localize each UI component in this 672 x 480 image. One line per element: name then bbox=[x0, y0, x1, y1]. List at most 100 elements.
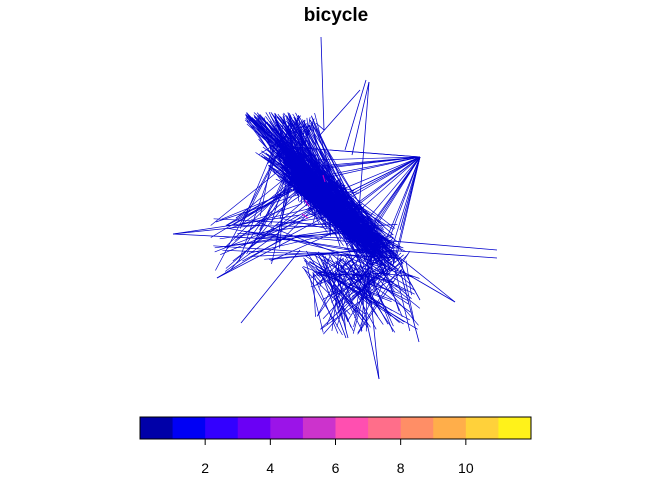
trajectory-segment bbox=[390, 156, 421, 236]
trajectory-segment bbox=[320, 36, 325, 131]
trajectory-segment bbox=[362, 156, 421, 244]
color-legend: 2 4 6 8 10 bbox=[139, 416, 532, 476]
colorbar-swatch bbox=[140, 417, 174, 439]
trajectory-segment bbox=[172, 233, 291, 241]
trajectory-segment bbox=[235, 177, 287, 219]
trajectory-segment bbox=[363, 258, 420, 279]
trajectory-segment bbox=[310, 115, 362, 223]
trajectory-segment bbox=[214, 227, 378, 249]
colorbar-tick-label: 2 bbox=[201, 460, 209, 476]
colorbar-tick-label: 8 bbox=[397, 460, 405, 476]
trajectory-segment bbox=[248, 226, 363, 254]
colorbar-swatch bbox=[335, 417, 369, 439]
trajectory-segment bbox=[352, 271, 411, 313]
colorbar-tick-label: 10 bbox=[458, 460, 474, 476]
trajectory-segment bbox=[310, 122, 347, 228]
trajectory-segment bbox=[375, 261, 380, 265]
trajectory-segment bbox=[399, 156, 421, 231]
colorbar-swatch bbox=[205, 417, 239, 439]
trajectory-segment bbox=[226, 227, 395, 259]
trajectory-segment bbox=[311, 257, 345, 279]
trajectory-segment bbox=[260, 234, 381, 254]
trajectory-segment bbox=[331, 156, 421, 205]
trajectory-segment bbox=[312, 156, 421, 179]
trajectory-segment bbox=[322, 174, 326, 183]
trajectory-segment bbox=[301, 156, 421, 161]
trajectory-segment bbox=[245, 115, 284, 158]
trajectory-segment bbox=[344, 79, 367, 151]
trajectory-segment bbox=[301, 213, 309, 219]
trajectory-segment bbox=[386, 156, 421, 265]
trajectory-segment bbox=[347, 274, 378, 322]
trajectory-segment bbox=[337, 265, 394, 304]
trajectory-segment bbox=[357, 268, 403, 335]
colorbar-swatch bbox=[270, 417, 304, 439]
trajectory-segment bbox=[346, 268, 383, 281]
trajectory-segment bbox=[344, 254, 372, 304]
colorbar-tick-label: 4 bbox=[266, 460, 274, 476]
trajectory-segment bbox=[330, 156, 421, 224]
trajectory-segment bbox=[279, 115, 285, 144]
colorbar-swatch bbox=[172, 417, 206, 439]
trajectory-segment bbox=[304, 199, 310, 207]
trajectory-segment bbox=[392, 245, 395, 265]
trajectory-segment bbox=[240, 249, 301, 324]
trajectory-segment bbox=[341, 156, 421, 227]
trajectory-segment bbox=[270, 146, 296, 226]
colorbar-tick-label: 6 bbox=[332, 460, 340, 476]
trajectory-segment bbox=[322, 254, 340, 316]
trajectory-segment bbox=[235, 180, 305, 219]
trajectory-segment bbox=[319, 269, 347, 339]
trajectory-segment bbox=[303, 125, 346, 210]
trajectory-segment bbox=[324, 255, 363, 331]
trajectory-segment bbox=[372, 271, 419, 326]
trajectory-segment bbox=[278, 123, 296, 161]
trajectory-segment bbox=[337, 270, 362, 286]
trajectory-segment bbox=[301, 120, 306, 151]
trajectory-segment bbox=[304, 269, 343, 336]
trajectory-segment bbox=[344, 156, 421, 216]
colorbar-swatch bbox=[237, 417, 271, 439]
trajectory-segment bbox=[359, 269, 407, 292]
trajectory-segment bbox=[296, 156, 421, 173]
trajectory-segment bbox=[392, 156, 421, 268]
trajectory-segment bbox=[319, 89, 361, 136]
trajectory-segment bbox=[309, 119, 393, 259]
trajectory-segment bbox=[308, 124, 383, 239]
trajectory-segment bbox=[353, 255, 421, 309]
trajectory-segment bbox=[255, 231, 371, 239]
trajectory-segment bbox=[215, 181, 337, 223]
trajectory-segment bbox=[225, 224, 363, 228]
trajectory-segment bbox=[313, 254, 374, 291]
trajectory-segment bbox=[358, 81, 370, 211]
trajectory-segment bbox=[330, 254, 342, 295]
trajectory-segment bbox=[377, 257, 403, 318]
trajectory-segment bbox=[377, 262, 396, 293]
trajectory-segment bbox=[210, 154, 299, 226]
trajectory-segment bbox=[280, 116, 331, 184]
trajectory-segment bbox=[268, 250, 359, 261]
trajectory-segment bbox=[172, 224, 261, 235]
trajectory-segment bbox=[227, 184, 306, 226]
trajectory-segment bbox=[295, 112, 362, 243]
trajectory-segment bbox=[301, 266, 351, 315]
trajectory-segment bbox=[316, 260, 347, 317]
trajectory-segment bbox=[239, 142, 277, 229]
trajectory-segment bbox=[376, 258, 413, 286]
trajectory-segment bbox=[331, 254, 398, 299]
colorbar-swatch bbox=[465, 417, 499, 439]
trajectory-segment bbox=[222, 249, 376, 258]
trajectory-segment bbox=[253, 116, 344, 217]
trajectory-segment bbox=[216, 239, 281, 279]
trajectory-segment bbox=[249, 118, 372, 242]
trajectory-segment bbox=[288, 156, 421, 187]
trajectory-segment bbox=[331, 274, 340, 332]
trajectory-segment bbox=[394, 254, 421, 301]
trajectory-segment bbox=[220, 202, 344, 256]
trajectory-segment bbox=[384, 249, 498, 259]
trajectory-segment bbox=[380, 156, 421, 253]
network-lines bbox=[172, 36, 498, 380]
trajectory-segment bbox=[172, 214, 301, 235]
trajectory-segment bbox=[317, 254, 371, 328]
